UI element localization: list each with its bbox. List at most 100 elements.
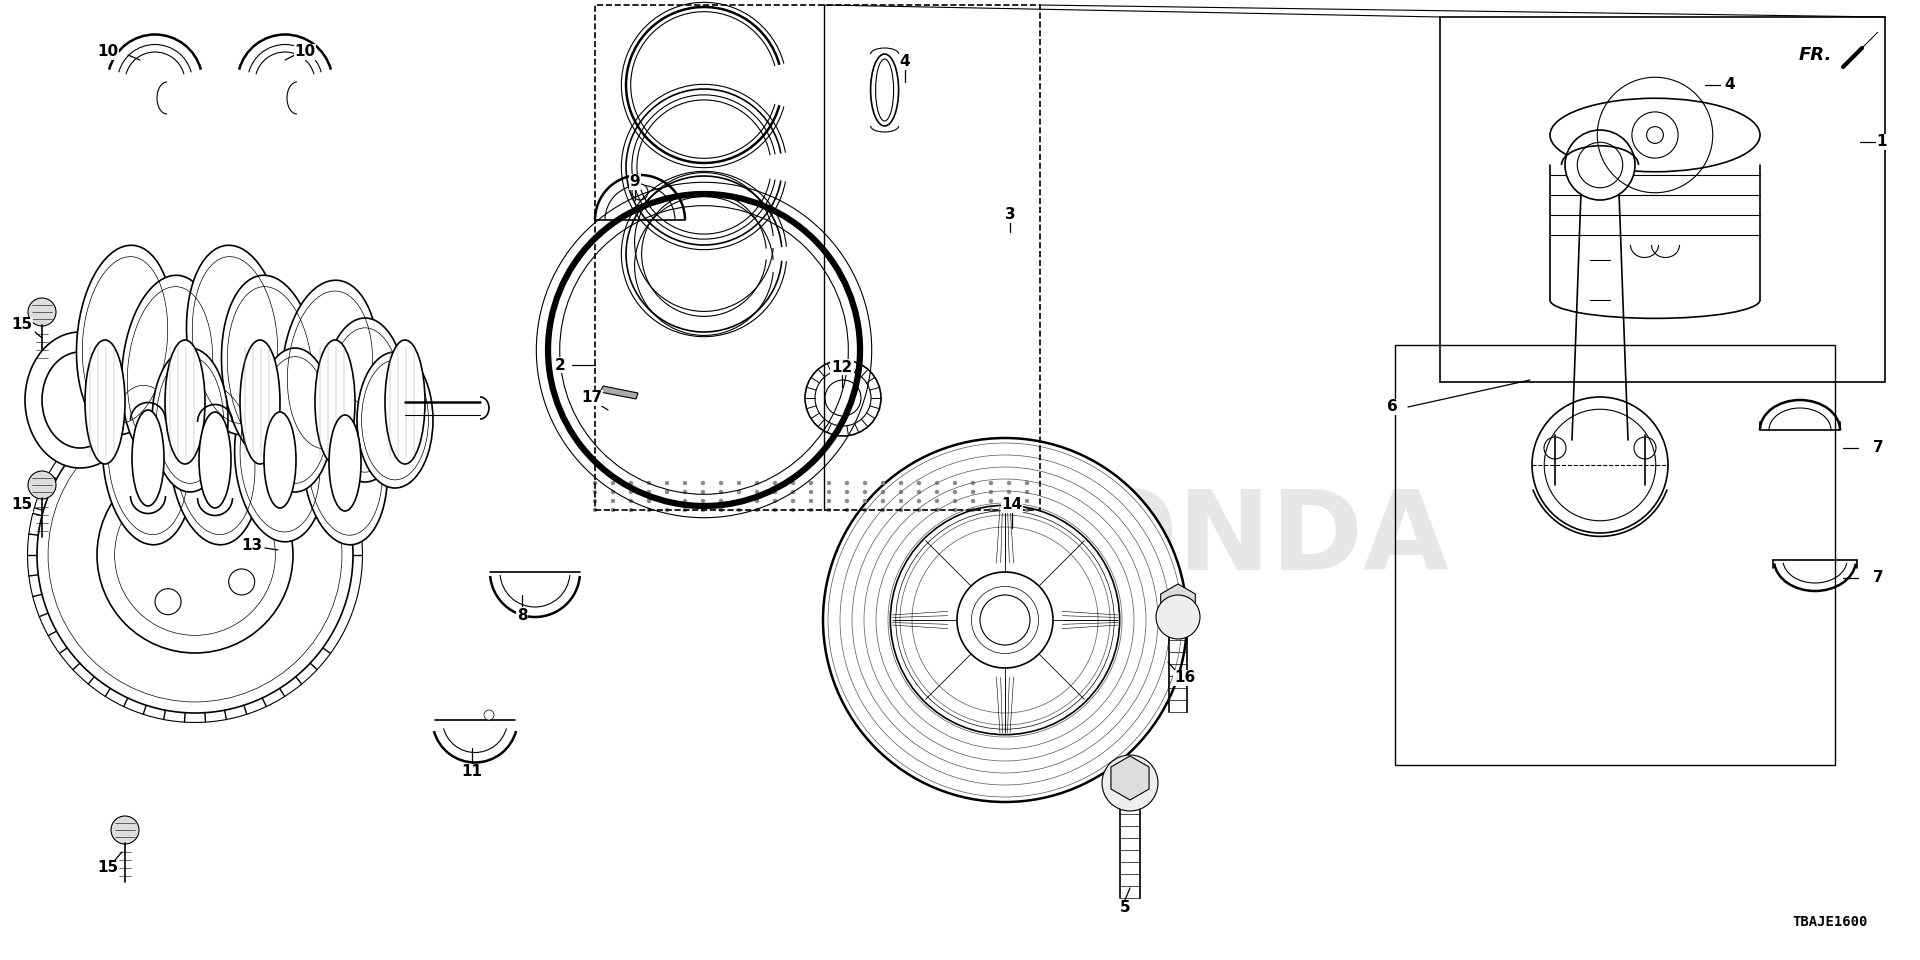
Circle shape	[593, 508, 597, 512]
Circle shape	[647, 508, 651, 512]
Circle shape	[935, 499, 939, 503]
Circle shape	[979, 595, 1029, 645]
Circle shape	[1532, 397, 1668, 533]
Circle shape	[828, 508, 831, 512]
Circle shape	[972, 481, 975, 485]
Text: 8: 8	[516, 608, 528, 622]
Polygon shape	[1112, 756, 1148, 800]
Circle shape	[804, 360, 881, 436]
Circle shape	[1025, 481, 1029, 485]
Circle shape	[845, 481, 849, 485]
Ellipse shape	[257, 348, 332, 492]
Text: 10: 10	[98, 44, 119, 60]
Ellipse shape	[25, 332, 134, 468]
Ellipse shape	[102, 375, 194, 544]
Circle shape	[862, 499, 868, 503]
Circle shape	[701, 481, 705, 485]
Circle shape	[647, 481, 651, 485]
Circle shape	[899, 499, 902, 503]
Text: TBAJE1600: TBAJE1600	[1791, 915, 1868, 929]
Circle shape	[774, 490, 778, 494]
Circle shape	[611, 499, 614, 503]
Circle shape	[1565, 130, 1636, 200]
Circle shape	[1102, 755, 1158, 811]
Circle shape	[989, 481, 993, 485]
Circle shape	[647, 499, 651, 503]
Circle shape	[881, 508, 885, 512]
Circle shape	[1006, 499, 1012, 503]
Circle shape	[718, 481, 724, 485]
Circle shape	[684, 490, 687, 494]
Ellipse shape	[240, 340, 280, 464]
Circle shape	[881, 481, 885, 485]
Circle shape	[791, 490, 795, 494]
Bar	[1440, 17, 1885, 382]
Circle shape	[972, 499, 975, 503]
Text: 15: 15	[12, 497, 33, 513]
Text: 4: 4	[1724, 78, 1736, 92]
Circle shape	[701, 508, 705, 512]
Text: 7: 7	[1872, 441, 1884, 455]
Circle shape	[134, 516, 161, 541]
Ellipse shape	[386, 340, 424, 464]
Text: 11: 11	[461, 764, 482, 780]
Circle shape	[899, 481, 902, 485]
Ellipse shape	[1549, 98, 1761, 172]
Circle shape	[1647, 127, 1663, 143]
Circle shape	[989, 508, 993, 512]
Circle shape	[881, 490, 885, 494]
Circle shape	[611, 508, 614, 512]
Circle shape	[718, 508, 724, 512]
Circle shape	[1156, 595, 1200, 639]
Circle shape	[684, 508, 687, 512]
Ellipse shape	[132, 410, 163, 506]
Polygon shape	[1845, 32, 1878, 65]
Circle shape	[918, 499, 922, 503]
Circle shape	[935, 481, 939, 485]
Circle shape	[111, 816, 138, 844]
Circle shape	[862, 481, 868, 485]
Circle shape	[630, 508, 634, 512]
Circle shape	[845, 508, 849, 512]
Circle shape	[611, 481, 614, 485]
Circle shape	[664, 508, 668, 512]
Text: 13: 13	[242, 538, 263, 553]
Circle shape	[952, 508, 956, 512]
Circle shape	[36, 397, 353, 713]
Circle shape	[1025, 499, 1029, 503]
Circle shape	[952, 481, 956, 485]
Circle shape	[647, 490, 651, 494]
Ellipse shape	[265, 412, 296, 508]
Ellipse shape	[84, 340, 125, 464]
Circle shape	[828, 481, 831, 485]
Circle shape	[718, 490, 724, 494]
Circle shape	[684, 499, 687, 503]
Circle shape	[918, 481, 922, 485]
Circle shape	[664, 499, 668, 503]
Circle shape	[664, 490, 668, 494]
Circle shape	[899, 490, 902, 494]
Circle shape	[630, 499, 634, 503]
Bar	[1396, 345, 1836, 765]
Circle shape	[845, 499, 849, 503]
Circle shape	[862, 490, 868, 494]
Ellipse shape	[357, 352, 434, 488]
Text: 5: 5	[1119, 900, 1131, 916]
Circle shape	[611, 490, 614, 494]
Text: 12: 12	[831, 359, 852, 374]
Circle shape	[1006, 490, 1012, 494]
Ellipse shape	[323, 318, 407, 482]
Ellipse shape	[186, 245, 284, 435]
Circle shape	[774, 508, 778, 512]
Circle shape	[755, 490, 758, 494]
Circle shape	[29, 298, 56, 326]
Circle shape	[755, 481, 758, 485]
Ellipse shape	[165, 340, 205, 464]
Circle shape	[701, 499, 705, 503]
Circle shape	[737, 481, 741, 485]
Text: HONDA: HONDA	[991, 487, 1450, 593]
Circle shape	[1025, 490, 1029, 494]
Polygon shape	[599, 386, 637, 399]
Ellipse shape	[169, 375, 261, 544]
Ellipse shape	[42, 352, 117, 448]
